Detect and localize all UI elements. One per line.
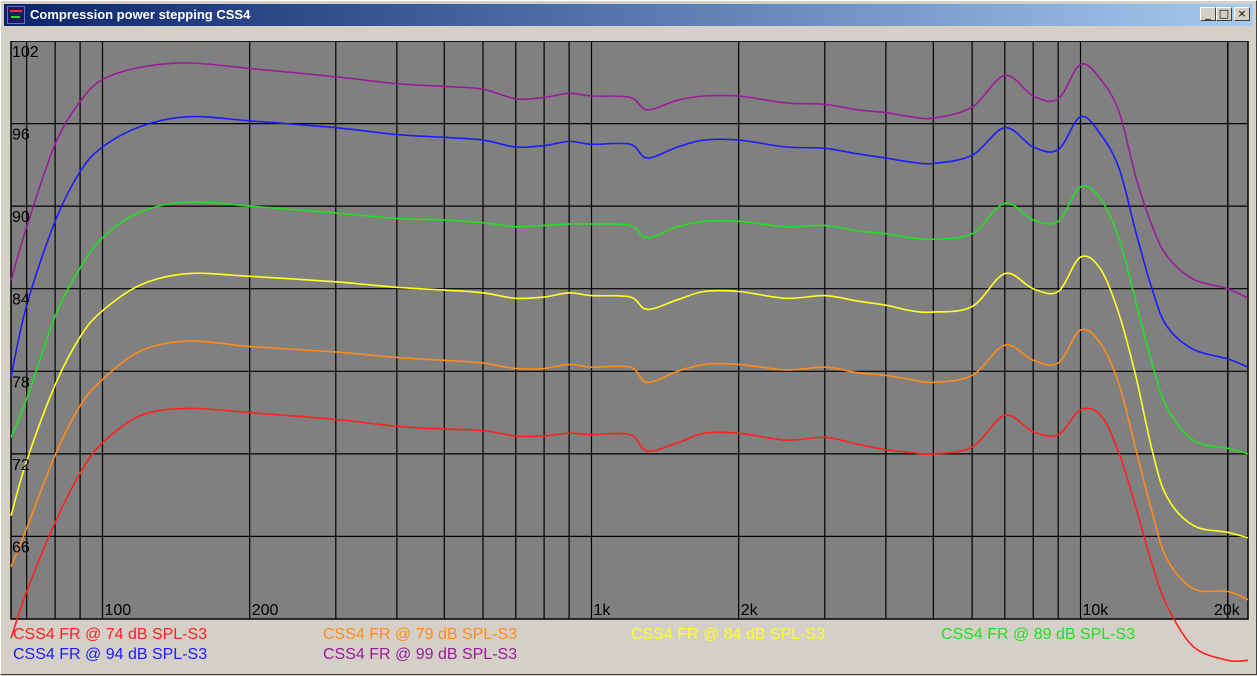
y-tick-label: 66	[12, 539, 30, 556]
y-tick-label: 72	[12, 457, 30, 474]
series-line-1	[10, 407, 1249, 663]
legend: CSS4 FR @ 74 dB SPL-S3 CSS4 FR @ 79 dB SP…	[13, 626, 1135, 663]
legend-entry-5: CSS4 FR @ 94 dB SPL-S3	[13, 646, 207, 663]
x-tick-label: 20k	[1214, 602, 1241, 619]
legend-entry-3: CSS4 FR @ 84 dB SPL-S3	[631, 626, 825, 643]
plot-border	[10, 40, 1249, 620]
y-tick-label: 96	[12, 127, 30, 144]
app-icon[interactable]	[7, 6, 25, 24]
y-tick-label: 84	[12, 292, 30, 309]
legend-entry-1: CSS4 FR @ 74 dB SPL-S3	[13, 626, 207, 643]
y-tick-label: 78	[12, 374, 30, 391]
x-tick-label: 2k	[741, 602, 759, 619]
series-line-4	[10, 185, 1249, 455]
x-tick-label: 10k	[1083, 602, 1110, 619]
minimize-button[interactable]: _	[1200, 7, 1216, 21]
plot-background	[11, 41, 1248, 619]
legend-entry-2: CSS4 FR @ 79 dB SPL-S3	[323, 626, 517, 643]
legend-entry-4: CSS4 FR @ 89 dB SPL-S3	[941, 626, 1135, 643]
close-button[interactable]: ×	[1234, 7, 1250, 21]
x-tick-label: 200	[252, 602, 279, 619]
legend-entry-6: CSS4 FR @ 99 dB SPL-S3	[323, 646, 517, 663]
chart-area: 102 96 90 84 78 72 66 100 200 1k 2k 10k 20k CSS4 FR…	[9, 40, 1251, 671]
grid-lines	[10, 40, 1249, 620]
series-lines	[10, 62, 1249, 663]
series-line-2	[10, 328, 1249, 601]
title-bar[interactable]: Compression power stepping CSS4 _ □ ×	[4, 4, 1253, 26]
series-line-5	[10, 115, 1249, 377]
series-line-3	[10, 255, 1249, 539]
x-tick-labels: 100 200 1k 2k 10k 20k	[105, 602, 1241, 619]
y-tick-label: 90	[12, 209, 30, 226]
y-tick-label: 102	[12, 44, 39, 61]
frequency-response-chart: 102 96 90 84 78 72 66 100 200 1k 2k 10k 20k CSS4 FR…	[10, 40, 1249, 663]
y-tick-labels: 102 96 90 84 78 72 66	[12, 44, 39, 556]
x-tick-label: 100	[105, 602, 132, 619]
window-title: Compression power stepping CSS4	[30, 7, 251, 22]
series-line-6	[10, 62, 1249, 300]
maximize-button[interactable]: □	[1216, 7, 1232, 21]
x-tick-label: 1k	[594, 602, 612, 619]
